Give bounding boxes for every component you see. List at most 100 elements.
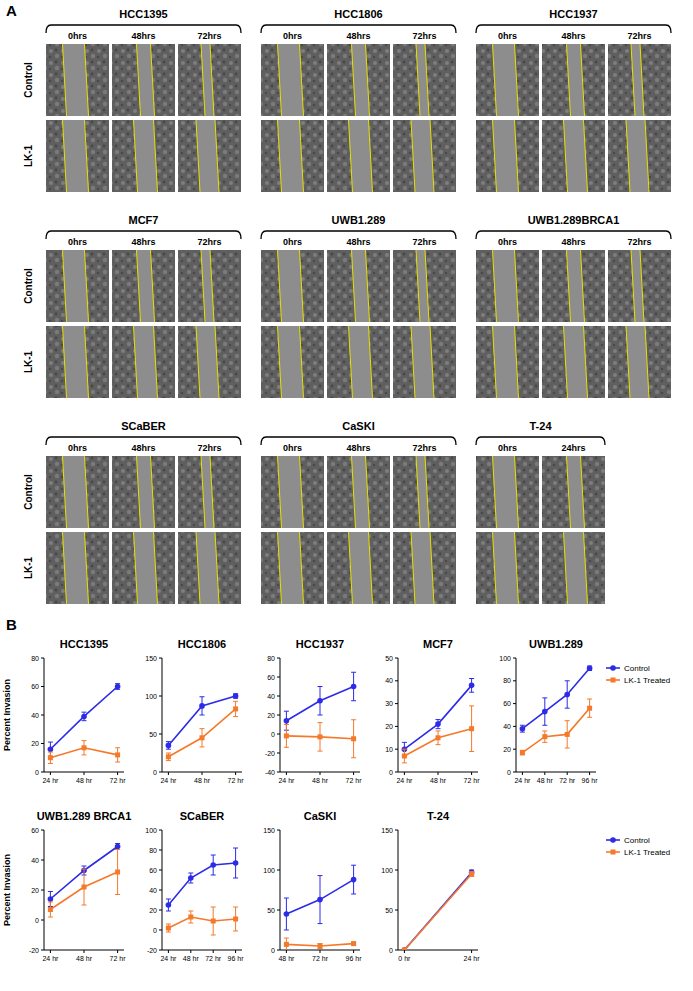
plot-area	[48, 844, 121, 918]
time-label: 48hrs	[131, 443, 155, 453]
chart-title: MCF7	[423, 638, 453, 650]
wound-gap	[631, 44, 644, 116]
wound-gap	[278, 120, 304, 192]
error-bar	[542, 698, 547, 725]
wound-gap	[201, 456, 214, 528]
error-bar	[318, 944, 323, 949]
x-tick-label: 24 hr	[160, 955, 177, 962]
line-chart: HCC1395Percent Invasion02040608024 hr48 …	[2, 638, 126, 784]
y-tick-label: 0	[507, 769, 511, 776]
y-tick	[277, 658, 280, 659]
wound-edge	[300, 456, 304, 528]
legend-item: Control	[606, 836, 650, 845]
time-label: 48hrs	[561, 31, 585, 41]
wound-edge	[137, 456, 141, 528]
error-bar	[82, 869, 87, 905]
x-tick-label: 96 hr	[228, 955, 245, 962]
y-tick	[41, 772, 44, 773]
y-tick-label: 100	[145, 827, 157, 834]
wound-edge	[85, 456, 89, 528]
wound-edge	[626, 120, 630, 192]
wound-edge	[210, 456, 214, 528]
y-tick-label: 60	[31, 683, 39, 690]
time-label: 48hrs	[561, 237, 585, 247]
x-tick-label: 72 hr	[110, 955, 127, 962]
wound-group: MCF70hrs48hrs72hrs	[46, 214, 241, 398]
x-tick-label: 48 hr	[194, 777, 211, 784]
error-bar	[233, 694, 238, 699]
line-chart: UWB1.28902040608010024 hr48 hr72 hr96 hr	[499, 638, 598, 784]
micrograph	[393, 532, 456, 604]
y-tick	[395, 830, 398, 831]
y-tick	[41, 890, 44, 891]
wound-edge	[425, 44, 429, 116]
y-tick-label: 60	[503, 700, 511, 707]
y-tick	[277, 753, 280, 754]
x-tick-label: 24 hr	[160, 777, 177, 784]
x-tick-label: 48 hr	[537, 777, 554, 784]
y-tick	[41, 658, 44, 659]
line-chart: MCF70102030405024 hr48 hr72 hr	[385, 638, 480, 784]
wound-edge	[278, 250, 282, 322]
series-line	[404, 872, 471, 950]
wound-edge	[425, 456, 429, 528]
cell-line-title: HCC1806	[334, 8, 382, 20]
time-label: 72hrs	[412, 237, 436, 247]
wound-edge	[300, 120, 304, 192]
cell-line-title: T-24	[529, 420, 552, 432]
wound-edge	[564, 326, 568, 398]
y-tick-label: 150	[145, 655, 157, 662]
time-label: 48hrs	[346, 237, 370, 247]
y-tick	[41, 830, 44, 831]
wound-edge	[300, 44, 304, 116]
y-tick-label: 30	[385, 700, 393, 707]
micrograph	[327, 326, 390, 398]
plot-area	[402, 870, 475, 950]
y-tick-label: 40	[149, 887, 157, 894]
error-bar	[82, 741, 87, 755]
time-label: 0hrs	[498, 443, 517, 453]
x-tick	[471, 772, 472, 775]
line-chart: HCC1937-40-2002040608024 hr48 hr72 hr	[265, 638, 362, 784]
series-line	[168, 696, 235, 745]
wound-edge	[515, 120, 519, 192]
y-tick-label: 80	[31, 655, 39, 662]
x-axis	[398, 950, 478, 951]
y-axis	[398, 830, 399, 950]
series-line	[50, 872, 117, 910]
wound-gap	[63, 326, 89, 398]
data-point	[233, 693, 239, 699]
micrograph	[327, 120, 390, 192]
x-tick	[438, 772, 439, 775]
wound-edge	[63, 326, 67, 398]
data-point	[166, 902, 172, 908]
wound-gap	[349, 120, 373, 192]
micrograph	[46, 44, 109, 116]
x-tick	[50, 772, 51, 775]
wound-edge	[584, 532, 588, 604]
micrograph	[476, 44, 539, 116]
data-point	[435, 721, 441, 727]
y-tick-label: 80	[503, 677, 511, 684]
time-label: 0hrs	[283, 443, 302, 453]
data-point	[469, 872, 474, 877]
error-bar	[200, 697, 205, 715]
y-tick-label: 0	[35, 769, 39, 776]
wound-edge	[85, 326, 89, 398]
wound-gap	[278, 326, 304, 398]
x-tick-label: 72 hr	[464, 777, 481, 784]
error-bar	[318, 876, 323, 924]
y-tick	[513, 772, 516, 773]
y-tick-label: 40	[31, 712, 39, 719]
data-point	[166, 743, 172, 749]
micrograph	[46, 120, 109, 192]
wound-group: HCC13950hrs48hrs72hrs	[46, 8, 241, 192]
y-tick	[159, 850, 162, 851]
x-tick-label: 24 hr	[42, 955, 59, 962]
wound-gap	[493, 326, 519, 398]
row-label: LK-1	[23, 556, 34, 579]
data-point	[284, 733, 289, 738]
x-tick	[213, 950, 214, 953]
y-tick	[395, 703, 398, 704]
wound-edge	[369, 326, 373, 398]
